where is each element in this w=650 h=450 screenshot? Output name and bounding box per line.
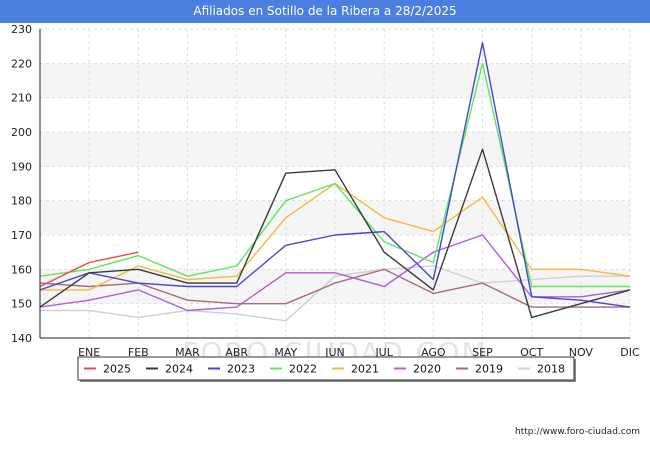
chart-title: Afiliados en Sotillo de la Ribera a 28/2… xyxy=(0,0,650,23)
y-tick-label: 190 xyxy=(11,160,32,173)
y-tick-label: 230 xyxy=(11,23,32,36)
series-lines xyxy=(39,42,631,322)
y-tick-label: 200 xyxy=(11,126,32,139)
x-tick-label: ENE xyxy=(78,346,100,359)
x-tick-label: ABR xyxy=(225,346,248,359)
legend-label-2025: 2025 xyxy=(103,363,131,376)
series-line-2022 xyxy=(39,62,630,288)
y-tick-label: 170 xyxy=(11,229,32,242)
legend-label-2022: 2022 xyxy=(289,363,317,376)
legend-label-2019: 2019 xyxy=(475,363,503,376)
x-tick-label: SEP xyxy=(472,346,493,359)
series-line-2024 xyxy=(39,148,631,319)
y-tick-label: 140 xyxy=(11,332,32,345)
y-tick-label: 180 xyxy=(11,195,32,208)
footer-url: http://www.foro-ciudad.com xyxy=(515,427,640,437)
plot-frame xyxy=(39,29,630,339)
legend-label-2023: 2023 xyxy=(227,363,255,376)
y-tick-label: 150 xyxy=(11,298,32,311)
x-tick-label: AGO xyxy=(421,346,446,359)
plot-band xyxy=(40,63,630,98)
x-tick-label: FEB xyxy=(128,346,149,359)
y-tick-labels: 140 150 160 170 180 190 200 210 220 230 xyxy=(11,23,32,345)
series-line-2018 xyxy=(40,265,630,322)
legend-label-2020: 2020 xyxy=(413,363,441,376)
y-tick-label: 160 xyxy=(11,263,32,276)
legend-label-2018: 2018 xyxy=(537,363,565,376)
x-tick-label: OCT xyxy=(520,346,543,359)
line-chart: FORO-CIUDAD.COM 140150160170180190200210… xyxy=(11,23,640,382)
x-tick-labels: ENE FEB MAR ABR MAY JUN JUL AGO SEP OCT NOV DIC xyxy=(78,346,640,359)
x-tick-label: MAR xyxy=(175,346,200,359)
series-line-2025 xyxy=(39,251,139,288)
x-tick-label: DIC xyxy=(620,346,640,359)
x-tick-label: MAY xyxy=(274,346,297,359)
y-tick-label: 210 xyxy=(11,92,32,105)
legend-label-2024: 2024 xyxy=(165,363,193,376)
series-line-2023 xyxy=(39,42,631,308)
legend-box xyxy=(77,356,575,381)
x-tick-label: JUN xyxy=(324,346,345,359)
x-tick-label: NOV xyxy=(569,346,594,359)
y-tick-label: 220 xyxy=(11,57,32,70)
legend-label-2021: 2021 xyxy=(351,363,379,376)
x-tick-label: JUL xyxy=(374,346,393,359)
legend: 2025 2024 2023 2022 2021 2020 2019 2018 xyxy=(77,356,576,382)
